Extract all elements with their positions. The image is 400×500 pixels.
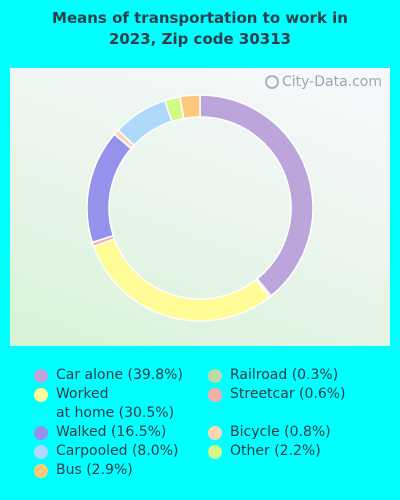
legend-swatch: [208, 388, 222, 402]
legend-swatch: [208, 445, 222, 459]
slice-worked-at-home: [92, 237, 271, 322]
slice-car-alone: [199, 94, 314, 297]
slice-bus: [178, 94, 201, 120]
legend-label: Bus (2.9%): [56, 462, 133, 478]
legend-swatch: [34, 464, 48, 478]
legend-label: Railroad (0.3%): [230, 367, 339, 383]
legend-swatch: [34, 388, 48, 402]
legend-item-worked-at-home: Worked at home (30.5%): [34, 385, 174, 423]
legend-label: Other (2.2%): [230, 443, 321, 459]
slice-walked: [86, 133, 133, 244]
legend-item-other: Other (2.2%): [208, 442, 321, 461]
watermark-text: City-Data.com: [281, 74, 382, 90]
legend-item-walked: Walked (16.5%): [34, 423, 166, 442]
legend-swatch: [208, 369, 222, 383]
legend-swatch: [208, 426, 222, 440]
legend-label: Walked (16.5%): [56, 424, 167, 440]
legend-item-bus: Bus (2.9%): [34, 461, 133, 480]
slice-carpooled: [117, 99, 173, 147]
legend-label: Streetcar (0.6%): [230, 386, 346, 402]
legend-swatch: [34, 426, 48, 440]
legend-item-car-alone: Car alone (39.8%): [34, 366, 183, 385]
legend-item-carpooled: Carpooled (8.0%): [34, 442, 178, 461]
legend-label: Carpooled (8.0%): [56, 443, 179, 459]
legend-item-streetcar: Streetcar (0.6%): [208, 385, 346, 404]
legend-label: Worked at home (30.5%): [56, 386, 175, 421]
chart-title: Means of transportation to work in 2023,…: [0, 8, 400, 50]
legend-swatch: [34, 369, 48, 383]
legend-label: Car alone (39.8%): [56, 367, 183, 383]
chart-title-line-1: Means of transportation to work in: [52, 9, 348, 27]
legend-item-railroad: Railroad (0.3%): [208, 366, 338, 385]
legend-label: Bicycle (0.8%): [230, 424, 331, 440]
city-data-logo-icon: [264, 75, 279, 89]
legend-swatch: [34, 445, 48, 459]
chart-title-line-2: 2023, Zip code 30313: [108, 30, 292, 48]
watermark: City-Data.com: [264, 74, 382, 90]
legend-item-bicycle: Bicycle (0.8%): [208, 423, 331, 442]
